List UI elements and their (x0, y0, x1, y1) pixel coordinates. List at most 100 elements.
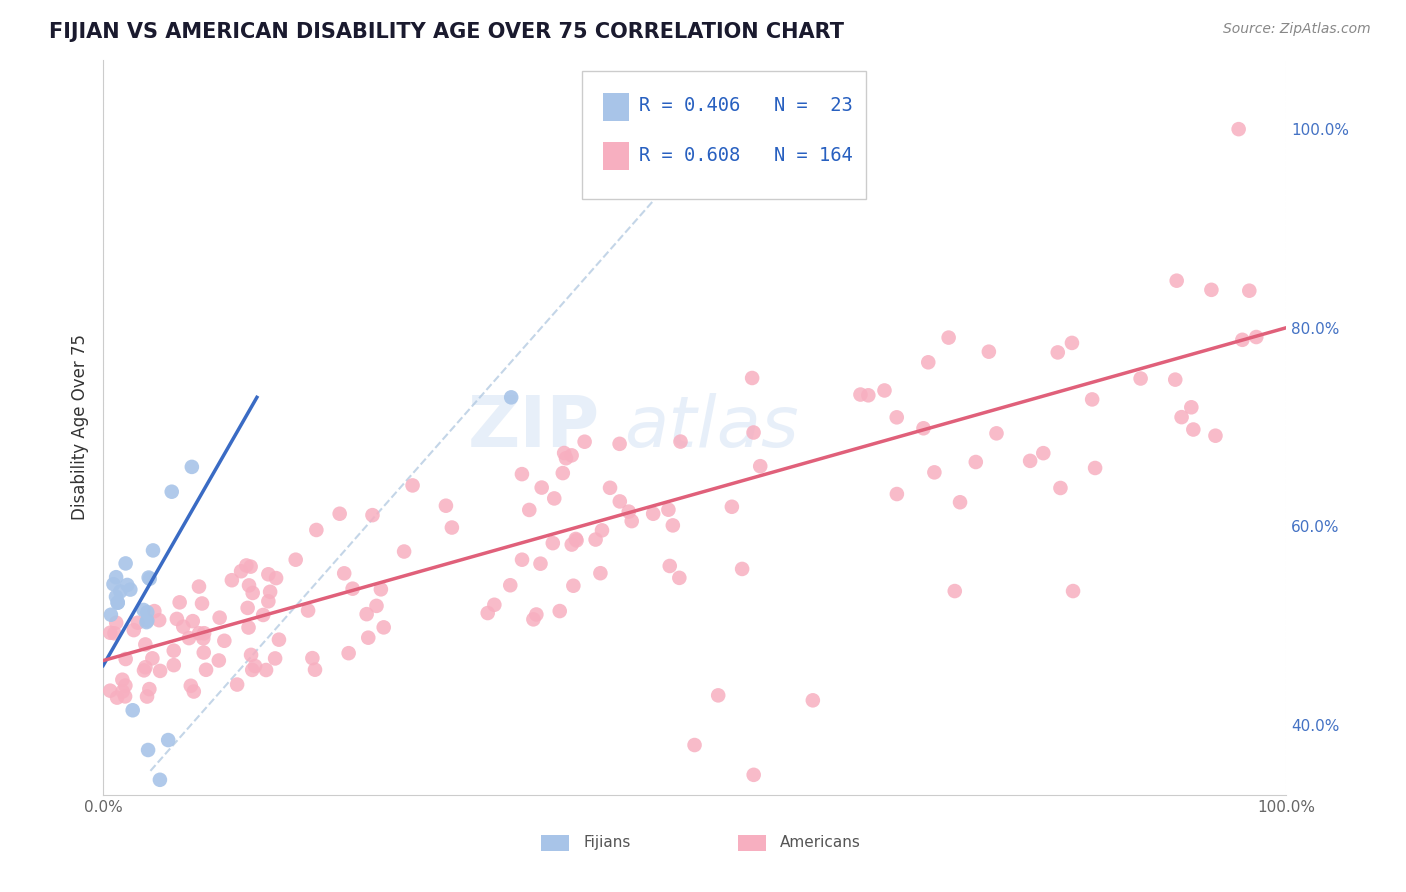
Point (105, 615, 128, 630)
Point (801, 693, 824, 707)
Point (98, 625, 121, 640)
Point (1049, 481, 1071, 495)
Point (548, 604, 571, 618)
Point (134, 637, 156, 651)
Point (136, 605, 159, 619)
Point (434, 499, 457, 513)
Point (1170, 410, 1192, 425)
Point (707, 689, 730, 703)
Point (741, 371, 763, 385)
Point (148, 613, 170, 627)
Point (304, 663, 326, 677)
Point (617, 505, 640, 519)
Point (668, 571, 690, 585)
Point (1180, 401, 1202, 415)
Y-axis label: Disability Age Over 75: Disability Age Over 75 (72, 334, 89, 520)
Point (136, 614, 159, 628)
FancyBboxPatch shape (582, 70, 866, 199)
Point (731, 562, 754, 576)
Point (886, 487, 908, 501)
Point (110, 584, 132, 599)
Point (257, 567, 280, 582)
Point (599, 481, 621, 495)
Text: ZIP: ZIP (468, 392, 600, 462)
Point (254, 663, 277, 677)
Bar (603, 93, 630, 120)
Point (136, 690, 159, 704)
Point (742, 768, 765, 782)
Point (943, 584, 966, 599)
Point (114, 652, 136, 666)
Point (120, 582, 142, 597)
Point (214, 633, 236, 648)
Point (683, 738, 706, 752)
Point (238, 578, 260, 592)
Point (169, 595, 191, 609)
Point (143, 604, 166, 618)
Point (107, 596, 129, 610)
Point (1201, 283, 1223, 297)
Text: Americans: Americans (780, 836, 862, 850)
Point (1166, 274, 1188, 288)
Point (160, 484, 183, 499)
Point (524, 607, 547, 622)
Point (522, 612, 544, 626)
Text: FIJIAN VS AMERICAN DISABILITY AGE OVER 75 CORRELATION CHART: FIJIAN VS AMERICAN DISABILITY AGE OVER 7… (49, 22, 844, 42)
Point (180, 459, 202, 474)
Point (553, 446, 575, 460)
Point (337, 646, 360, 660)
Point (574, 434, 596, 449)
Point (1032, 446, 1054, 460)
Point (243, 659, 266, 673)
Point (127, 615, 149, 630)
Point (180, 679, 202, 693)
Point (742, 425, 765, 440)
Point (226, 677, 249, 691)
Point (138, 570, 160, 584)
Point (858, 388, 880, 402)
Point (1239, 284, 1261, 298)
Point (669, 434, 692, 449)
Point (1182, 423, 1205, 437)
Text: Fijians: Fijians (583, 836, 631, 850)
Point (117, 578, 139, 592)
Point (392, 544, 415, 558)
Point (1046, 345, 1069, 359)
Point (949, 495, 972, 509)
Point (591, 524, 613, 538)
Point (555, 451, 578, 466)
Point (252, 607, 274, 622)
Point (149, 664, 172, 678)
Point (172, 620, 194, 634)
Point (1084, 461, 1107, 475)
Point (517, 503, 540, 517)
Point (238, 621, 260, 635)
Point (229, 564, 252, 578)
Point (142, 543, 165, 558)
Point (177, 631, 200, 645)
Point (1019, 454, 1042, 468)
Point (305, 523, 328, 537)
Point (541, 536, 564, 550)
Point (440, 520, 463, 534)
Point (873, 384, 896, 398)
Point (149, 772, 172, 787)
Point (259, 584, 281, 599)
Point (749, 459, 772, 474)
Point (114, 679, 136, 693)
Text: Source: ZipAtlas.com: Source: ZipAtlas.com (1223, 22, 1371, 37)
Point (924, 466, 946, 480)
Point (114, 690, 136, 704)
Point (257, 594, 280, 608)
Point (565, 533, 588, 548)
Point (977, 344, 1000, 359)
Point (562, 579, 585, 593)
Point (114, 557, 136, 571)
Point (333, 566, 356, 581)
Point (609, 437, 631, 451)
Point (886, 410, 908, 425)
Point (264, 651, 287, 665)
Point (657, 502, 679, 516)
Point (239, 559, 262, 574)
Point (193, 632, 215, 646)
